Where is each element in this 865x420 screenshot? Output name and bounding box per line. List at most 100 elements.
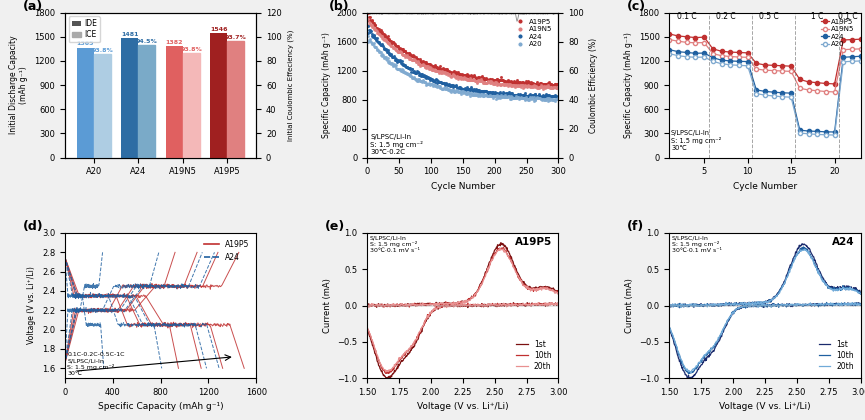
A19N5 <box>847 47 857 52</box>
Point <box>446 70 460 76</box>
Point <box>503 91 517 98</box>
Point <box>478 92 492 99</box>
Point <box>377 45 391 52</box>
Point <box>361 23 375 29</box>
1st <box>853 300 863 305</box>
Point <box>460 85 474 92</box>
Point <box>506 79 520 86</box>
20th <box>664 324 675 329</box>
A19P5 <box>855 37 865 42</box>
Point <box>528 91 541 98</box>
Point <box>452 75 466 82</box>
Point <box>489 79 503 86</box>
A20 <box>847 59 857 64</box>
Point <box>499 78 513 85</box>
Point <box>541 92 555 99</box>
20th <box>381 370 391 375</box>
Point <box>440 66 454 72</box>
Point <box>432 82 446 89</box>
Bar <box>93 55 111 158</box>
Point <box>465 73 479 79</box>
Point <box>436 80 450 87</box>
Point <box>465 86 479 92</box>
Point <box>524 96 538 102</box>
Point <box>532 80 546 87</box>
Point <box>547 92 561 99</box>
A19N5 <box>708 51 718 56</box>
Point <box>435 67 449 74</box>
Point <box>399 69 413 76</box>
Point <box>462 85 476 92</box>
Point <box>373 49 387 56</box>
A19N5 <box>855 46 865 51</box>
1st <box>477 303 487 308</box>
Point <box>519 82 533 89</box>
Point <box>381 55 394 62</box>
Point <box>528 94 541 100</box>
Point <box>365 21 379 28</box>
Text: S/LPSC/Li-In
S: 1.5 mg cm⁻²
30℃·0.1 mV s⁻¹: S/LPSC/Li-In S: 1.5 mg cm⁻² 30℃·0.1 mV s… <box>672 235 722 253</box>
Point <box>407 57 420 63</box>
Point <box>501 81 515 87</box>
Point <box>504 78 518 84</box>
Point <box>457 74 471 81</box>
X-axis label: Cycle Number: Cycle Number <box>431 182 495 191</box>
Point <box>426 75 439 82</box>
A20 <box>838 59 849 64</box>
Point <box>481 89 495 95</box>
Point <box>508 94 522 101</box>
A19P5 <box>725 50 735 55</box>
Point <box>461 86 475 92</box>
Text: S/LPSC/Li-In
S: 1.5 mg cm⁻²
30℃·0.1 mV s⁻¹: S/LPSC/Li-In S: 1.5 mg cm⁻² 30℃·0.1 mV s… <box>369 235 420 253</box>
Point <box>532 95 546 102</box>
Point <box>362 26 376 33</box>
Point <box>369 27 383 34</box>
Point <box>438 85 452 92</box>
20th <box>546 300 556 305</box>
Point <box>515 94 529 100</box>
A19P5 <box>708 46 718 51</box>
Point <box>432 79 446 86</box>
Point <box>527 97 541 104</box>
Point <box>470 91 484 97</box>
Point <box>516 93 529 100</box>
Y-axis label: Specific Capacity (mAh g⁻¹): Specific Capacity (mAh g⁻¹) <box>624 32 633 138</box>
Point <box>547 84 561 90</box>
Point <box>469 86 483 92</box>
Point <box>420 65 433 71</box>
Point <box>362 36 376 43</box>
Point <box>375 33 388 39</box>
A19N5 <box>804 87 814 92</box>
Point <box>431 78 445 85</box>
Point <box>525 80 539 87</box>
Point <box>415 61 429 68</box>
Point <box>551 81 565 87</box>
Point <box>392 48 406 55</box>
Point <box>450 85 464 92</box>
Point <box>369 46 383 52</box>
Point <box>371 47 385 53</box>
Point <box>469 78 483 84</box>
Text: (e): (e) <box>325 220 345 233</box>
Point <box>385 40 399 47</box>
Point <box>481 90 495 97</box>
Point <box>375 31 389 38</box>
Point <box>393 45 407 51</box>
Point <box>410 78 424 84</box>
Point <box>453 74 467 80</box>
Legend: A19P5, A19N5, A24, A20: A19P5, A19N5, A24, A20 <box>510 16 555 50</box>
20th <box>477 302 487 307</box>
Point <box>465 84 478 91</box>
Point <box>548 84 561 90</box>
Point <box>496 94 509 100</box>
Point <box>396 48 410 55</box>
Point <box>470 88 484 94</box>
Point <box>503 79 517 86</box>
Point <box>462 87 476 93</box>
Point <box>544 93 558 100</box>
Point <box>375 34 388 41</box>
Point <box>552 94 566 101</box>
Point <box>546 81 560 88</box>
Point <box>432 63 446 70</box>
Point <box>511 90 525 97</box>
